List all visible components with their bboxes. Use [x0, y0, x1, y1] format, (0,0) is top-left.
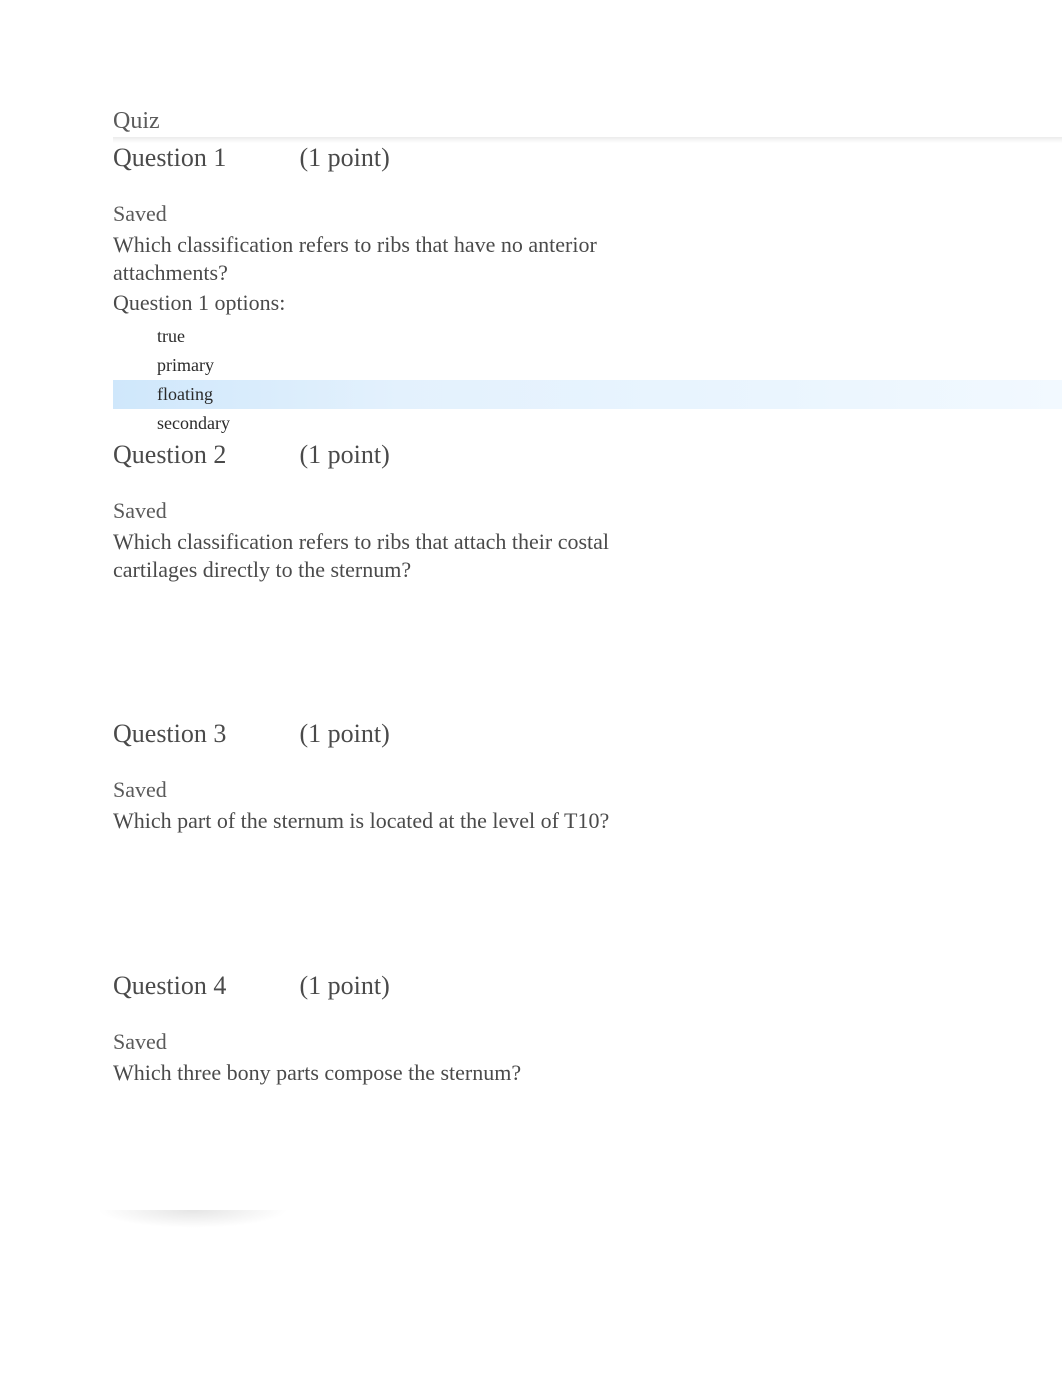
question-text: Which classification refers to ribs that… — [113, 231, 643, 286]
saved-status: Saved — [113, 201, 949, 227]
question-text: Which classification refers to ribs that… — [113, 528, 643, 583]
saved-status: Saved — [113, 1029, 949, 1055]
question-block: Question 2 (1 point) Saved Which classif… — [113, 440, 949, 717]
question-points: (1 point) — [300, 971, 390, 1000]
question-points: (1 point) — [300, 719, 390, 748]
question-points: (1 point) — [300, 143, 390, 172]
option-item[interactable]: primary — [113, 351, 949, 380]
options-label: Question 1 options: — [113, 290, 949, 316]
quiz-title: Quiz — [113, 108, 949, 135]
question-label: Question 2 — [113, 440, 293, 470]
question-label: Question 4 — [113, 971, 293, 1001]
spacer — [113, 587, 949, 717]
question-block: Question 3 (1 point) Saved Which part of… — [113, 719, 949, 969]
saved-status: Saved — [113, 498, 949, 524]
question-header: Question 2 (1 point) — [113, 440, 949, 470]
bottom-shadow — [98, 1210, 288, 1228]
saved-status: Saved — [113, 777, 949, 803]
question-text: Which three bony parts compose the stern… — [113, 1059, 643, 1087]
question-label: Question 1 — [113, 143, 293, 173]
question-points: (1 point) — [300, 440, 390, 469]
question-label: Question 3 — [113, 719, 293, 749]
question-block: Question 4 (1 point) Saved Which three b… — [113, 971, 949, 1201]
spacer — [113, 1090, 949, 1200]
question-header: Question 4 (1 point) — [113, 971, 949, 1001]
spacer — [113, 839, 949, 969]
option-item-selected[interactable]: floating — [113, 380, 1062, 409]
option-item[interactable]: true — [113, 322, 949, 351]
option-item[interactable]: secondary — [113, 409, 949, 438]
question-header: Question 1 (1 point) — [113, 143, 949, 173]
question-text: Which part of the sternum is located at … — [113, 807, 643, 835]
question-header: Question 3 (1 point) — [113, 719, 949, 749]
question-block: Question 1 (1 point) Saved Which classif… — [113, 143, 949, 438]
